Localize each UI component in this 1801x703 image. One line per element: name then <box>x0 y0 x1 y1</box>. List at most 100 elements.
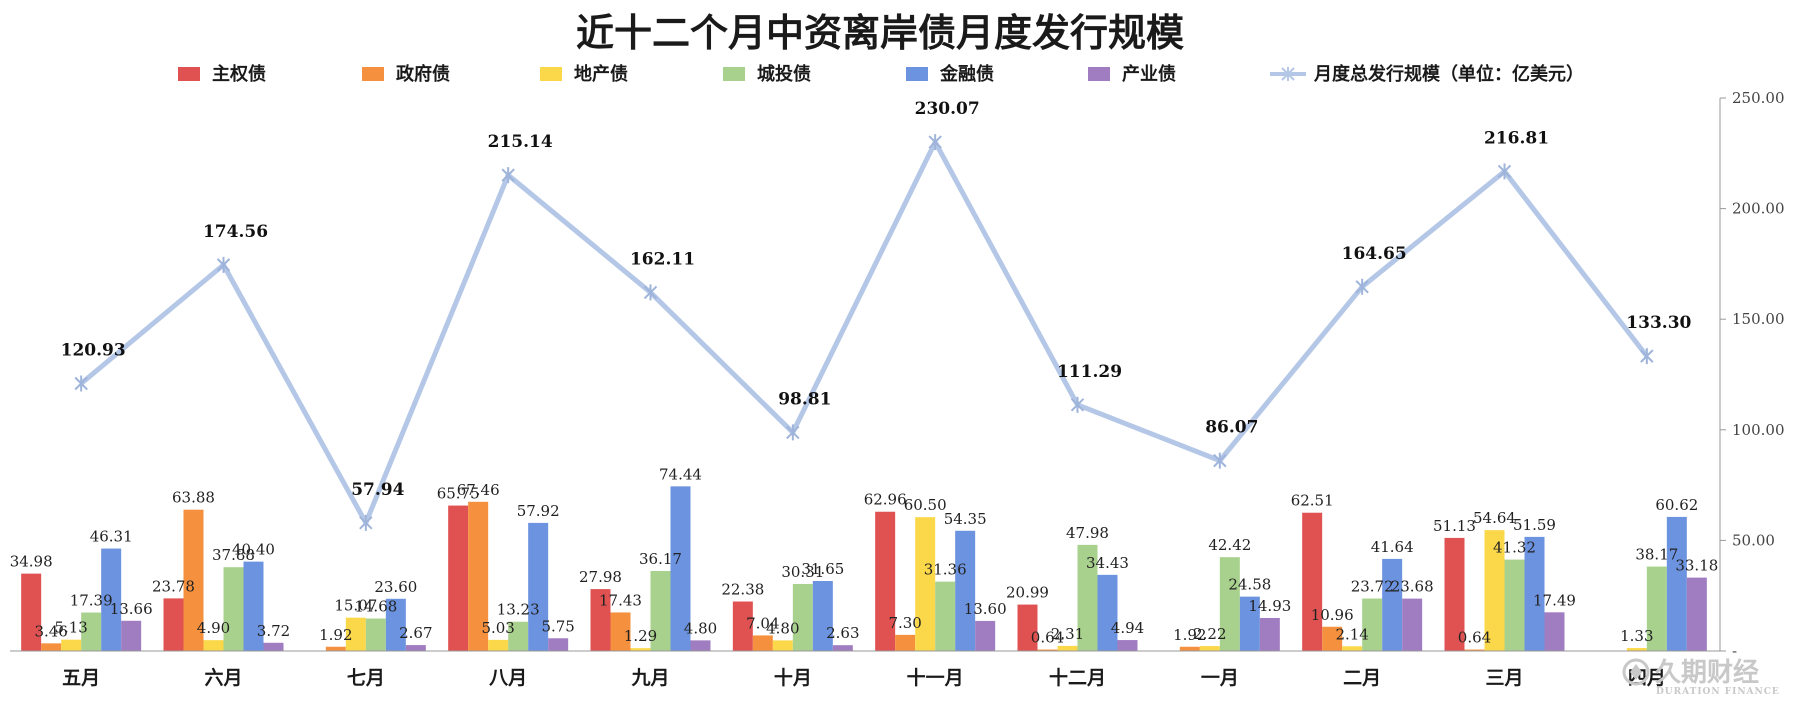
x-category-label-10: 三月 <box>1485 667 1523 689</box>
legend-swatch-2 <box>540 67 562 81</box>
bar-label-4-7: 34.43 <box>1086 554 1129 572</box>
bar-label-1-7: 0.64 <box>1031 629 1064 647</box>
bar-5-6 <box>975 620 996 651</box>
bar-4-10 <box>1524 536 1545 651</box>
total-line <box>79 139 1649 526</box>
bar-label-4-8: 24.58 <box>1228 576 1271 594</box>
bar-label-1-5: 7.04 <box>746 614 779 632</box>
bar-label-4-4: 74.44 <box>659 465 702 483</box>
y-tick-label-3: 150.00 <box>1732 310 1785 328</box>
bar-3-8 <box>1219 557 1240 651</box>
bar-label-2-9: 2.14 <box>1335 625 1368 643</box>
total-point-2 <box>359 514 373 531</box>
bar-label-1-0: 3.46 <box>34 622 67 640</box>
legend-label-0: 主权债 <box>212 63 266 85</box>
bar-label-3-7: 47.98 <box>1066 524 1109 542</box>
y-tick-label-1: 50.00 <box>1732 531 1775 549</box>
total-label-7: 111.29 <box>1057 362 1122 382</box>
bar-3-3 <box>508 621 529 651</box>
total-label-4: 162.11 <box>630 249 695 269</box>
bar-label-3-1: 37.88 <box>212 546 255 564</box>
bar-1-7 <box>1037 649 1058 651</box>
bar-label-3-6: 31.36 <box>924 561 967 579</box>
bar-label-5-8: 14.93 <box>1248 597 1291 615</box>
legend-label-2: 地产债 <box>574 63 628 85</box>
watermark: 久期财经 DURATION FINANCE <box>1622 657 1779 697</box>
bar-label-0-0: 34.98 <box>10 553 53 571</box>
bar-label-1-2: 1.92 <box>319 626 352 644</box>
bar-label-5-0: 13.66 <box>110 600 153 618</box>
bar-5-3 <box>548 638 569 651</box>
bar-3-4 <box>650 570 671 651</box>
bar-0-0 <box>21 573 42 651</box>
total-point-8 <box>1213 452 1227 469</box>
bar-label-2-4: 1.29 <box>624 627 657 645</box>
bar-3-1 <box>223 567 244 651</box>
bar-label-3-3: 13.23 <box>497 601 540 619</box>
bar-4-9 <box>1382 558 1403 651</box>
bar-5-1 <box>263 642 284 651</box>
bar-1-1 <box>183 509 204 651</box>
bar-label-3-2: 14.68 <box>354 598 397 616</box>
bar-3-7 <box>1077 544 1098 651</box>
legend-line-marker-icon <box>1281 67 1295 81</box>
bar-5-4 <box>690 640 711 651</box>
y-tick-label-4: 200.00 <box>1732 200 1785 218</box>
total-point-7 <box>1070 396 1085 413</box>
x-category-label-4: 九月 <box>630 667 669 689</box>
total-point-11 <box>1640 348 1654 365</box>
bar-label-5-11: 33.18 <box>1675 557 1718 575</box>
bar-1-6 <box>895 634 916 651</box>
bar-5-10 <box>1544 612 1565 651</box>
bar-label-2-1: 4.90 <box>197 619 230 637</box>
bar-label-5-6: 13.60 <box>964 600 1007 618</box>
bar-5-7 <box>1117 640 1138 651</box>
bars-layer <box>21 486 1707 651</box>
legend-swatch-3 <box>723 67 745 81</box>
total-label-10: 216.81 <box>1484 128 1549 148</box>
bar-label-2-11: 1.33 <box>1620 627 1653 645</box>
bar-label-5-9: 23.68 <box>1391 578 1434 596</box>
bar-label-3-10: 41.32 <box>1493 539 1536 557</box>
bar-2-7 <box>1057 645 1078 651</box>
bar-label-3-5: 30.31 <box>781 563 824 581</box>
total-point-4 <box>643 284 658 301</box>
x-axis: 五月 六月 七月 八月 九月 十月 十一月 十二月 一月 二月 三月 四月 <box>10 650 1720 689</box>
bar-label-0-4: 27.98 <box>579 568 622 586</box>
total-label-6: 230.07 <box>915 99 980 119</box>
bar-label-2-0: 5.13 <box>54 619 87 637</box>
bar-5-8 <box>1259 617 1280 651</box>
legend-label-5: 产业债 <box>1122 63 1176 85</box>
bar-label-4-11: 60.62 <box>1655 496 1698 514</box>
bar-2-11 <box>1626 648 1647 651</box>
bar-label-2-2: 15.07 <box>334 597 377 615</box>
bar-label-2-3: 5.03 <box>481 619 514 637</box>
bar-label-4-1: 40.40 <box>232 541 275 559</box>
x-category-label-2: 七月 <box>347 667 385 689</box>
bar-label-4-10: 51.59 <box>1513 516 1556 534</box>
bar-2-10 <box>1484 530 1505 651</box>
bar-0-6 <box>875 511 896 651</box>
bar-5-11 <box>1686 577 1707 651</box>
bar-label-0-7: 20.99 <box>1006 584 1049 602</box>
total-point-6 <box>928 134 942 151</box>
total-point-5 <box>786 424 800 441</box>
bar-label-5-1: 3.72 <box>257 622 290 640</box>
total-point-0 <box>74 375 88 392</box>
bar-label-0-10: 51.13 <box>1433 517 1476 535</box>
bar-label-3-9: 23.72 <box>1351 578 1394 596</box>
total-point-1 <box>216 256 231 273</box>
bar-label-2-6: 60.50 <box>904 496 947 514</box>
bar-2-2 <box>345 617 366 651</box>
y-tick-label-5: 250.00 <box>1732 89 1785 107</box>
bar-label-1-3: 67.46 <box>457 481 500 499</box>
bar-1-5 <box>752 635 773 651</box>
bar-label-4-9: 41.64 <box>1371 538 1414 556</box>
bar-0-9 <box>1302 512 1323 651</box>
bar-4-4 <box>670 486 691 651</box>
bar-label-1-10: 0.64 <box>1458 629 1491 647</box>
bar-label-0-1: 23.78 <box>152 577 195 595</box>
bar-0-5 <box>732 601 753 651</box>
bar-4-1 <box>243 561 264 651</box>
bar-1-9 <box>1322 626 1343 651</box>
